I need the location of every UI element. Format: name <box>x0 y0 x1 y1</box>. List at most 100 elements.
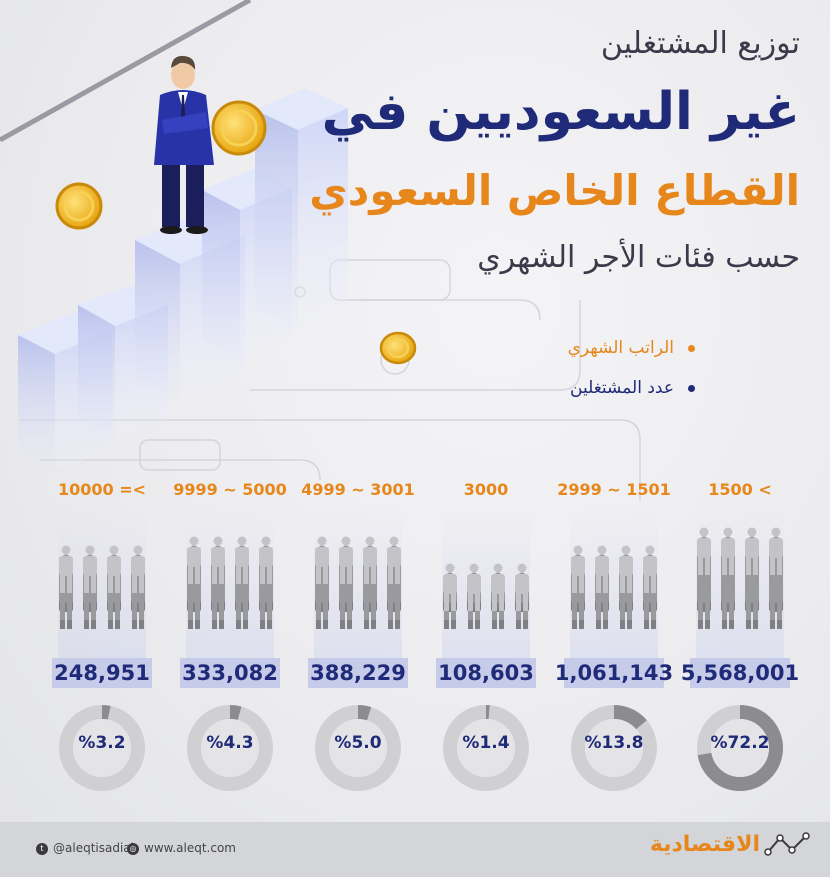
wage-range-label: 9999 ~ 5000 <box>173 480 287 499</box>
percent-label: %4.3 <box>206 733 254 753</box>
person-icon <box>769 527 783 575</box>
count-bar <box>564 658 664 688</box>
person-icon <box>187 536 201 584</box>
percent-label: %3.2 <box>78 733 126 753</box>
person-icon <box>83 545 97 593</box>
wage-column: 4999 ~ 3001 388,229 %5.0 <box>301 476 415 877</box>
legend-salary-label: الراتب الشهري <box>567 338 674 358</box>
people-icons <box>187 536 273 629</box>
isometric-bars-illustration <box>18 88 348 470</box>
donut-arc <box>187 705 273 791</box>
coin-illustrations <box>55 100 417 365</box>
worker-count-label: 248,951 <box>54 661 150 685</box>
person-icon <box>259 536 273 584</box>
wage-column: 10000 =< 248,951 %3.2 <box>52 476 152 877</box>
footer-website-label: www.aleqt.com <box>144 841 236 855</box>
person-icon <box>697 527 711 575</box>
people-icons <box>315 536 401 629</box>
percent-donut <box>315 705 401 791</box>
person-icon <box>339 536 353 584</box>
person-icon <box>643 545 657 593</box>
legend-workers-dot <box>688 384 695 392</box>
wage-range-label: 10000 =< <box>57 480 147 499</box>
donut-arc <box>443 705 529 791</box>
donut-arc <box>571 705 657 791</box>
wage-column: 9999 ~ 5000 333,082 %4.3 <box>173 476 287 877</box>
count-bar <box>690 658 790 688</box>
brand-chart-icon <box>764 832 810 856</box>
legend-salary-dot <box>688 344 695 352</box>
count-bar <box>436 658 536 688</box>
person-icon <box>211 536 225 584</box>
percent-label: %72.2 <box>710 733 770 753</box>
globe-icon: ◎ <box>127 842 139 855</box>
count-bar <box>180 658 280 688</box>
person-icon <box>745 527 759 575</box>
wage-column: 1500 < 5,568,001 %72.2 <box>681 476 799 877</box>
donut-arc <box>697 705 783 791</box>
donut-center <box>329 719 387 777</box>
count-bar <box>308 658 408 688</box>
count-bar <box>52 658 152 688</box>
donut-center <box>73 719 131 777</box>
people-icons <box>697 527 783 629</box>
person-icon <box>595 545 609 593</box>
donut-center <box>201 719 259 777</box>
businessman-illustration <box>154 55 214 234</box>
percent-label: %1.4 <box>462 733 510 753</box>
footer: t @aleqtisadiah ◎ www.aleqt.com الاقتصادية <box>0 822 830 877</box>
donut-arc <box>315 705 401 791</box>
wage-range-label: 2999 ~ 1501 <box>557 480 671 499</box>
person-icon <box>619 545 633 593</box>
person-icon <box>131 545 145 593</box>
donut-arc <box>59 705 145 791</box>
wage-range-label: 3000 <box>463 480 509 499</box>
percent-label: %5.0 <box>334 733 382 753</box>
brand-logo-text: الاقتصادية <box>649 832 760 857</box>
percent-donut <box>59 705 145 791</box>
person-icon <box>443 563 457 611</box>
percent-label: %13.8 <box>584 733 644 753</box>
person-icon <box>235 536 249 584</box>
worker-count-label: 108,603 <box>438 661 534 685</box>
footer-twitter-label: @aleqtisadiah <box>53 841 139 855</box>
wage-range-label: 1500 < <box>708 480 772 499</box>
legend-workers: عدد المشتغلين <box>570 378 695 398</box>
footer-website[interactable]: ◎ www.aleqt.com <box>127 841 236 855</box>
people-icons <box>59 545 145 629</box>
donut-center <box>585 719 643 777</box>
percent-donut <box>697 705 783 791</box>
person-icon <box>315 536 329 584</box>
wage-range-label: 4999 ~ 3001 <box>301 480 415 499</box>
title-line-1: توزيع المشتغلين <box>600 26 800 61</box>
person-icon <box>107 545 121 593</box>
percent-donut <box>187 705 273 791</box>
legend-workers-label: عدد المشتغلين <box>570 378 674 398</box>
footer-twitter[interactable]: t @aleqtisadiah <box>36 841 138 855</box>
wage-column: 2999 ~ 1501 1,061,143 %13.8 <box>555 476 673 877</box>
title-line-3: القطاع الخاص السعودي <box>309 166 800 215</box>
person-icon <box>363 536 377 584</box>
donut-center <box>711 719 769 777</box>
person-icon <box>467 563 481 611</box>
percent-donut <box>571 705 657 791</box>
twitter-icon: t <box>36 842 48 855</box>
people-icons <box>443 563 529 629</box>
title-line-2: غير السعوديين في <box>321 82 800 142</box>
person-icon <box>721 527 735 575</box>
worker-count-label: 333,082 <box>182 661 278 685</box>
worker-count-label: 388,229 <box>310 661 406 685</box>
people-icons <box>571 545 657 629</box>
person-icon <box>571 545 585 593</box>
wage-column: 3000 108,603 %1.4 <box>436 476 536 877</box>
worker-count-label: 1,061,143 <box>554 661 674 685</box>
legend-salary: الراتب الشهري <box>568 338 695 358</box>
worker-count-label: 5,568,001 <box>680 661 800 685</box>
person-icon <box>515 563 529 611</box>
donut-center <box>457 719 515 777</box>
person-icon <box>59 545 73 593</box>
person-icon <box>491 563 505 611</box>
percent-donut <box>443 705 529 791</box>
